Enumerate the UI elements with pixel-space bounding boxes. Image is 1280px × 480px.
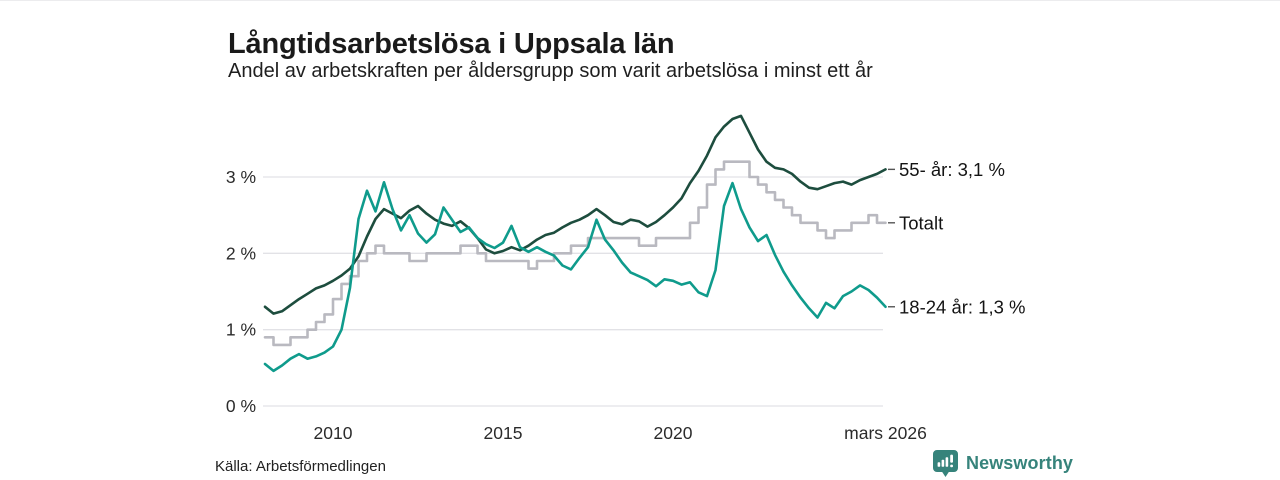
legend-label-55-r: 55- år: 3,1 %: [899, 159, 1005, 180]
page-subtitle: Andel av arbetskraften per åldersgrupp s…: [228, 60, 873, 82]
series-line-18-24-r: [263, 181, 887, 373]
y-tick-label: 2 %: [226, 243, 256, 263]
legend-label-18-24-r: 18-24 år: 1,3 %: [899, 296, 1026, 317]
y-tick-label: 3 %: [226, 167, 256, 187]
brand-name: Newsworthy: [966, 453, 1074, 473]
newsworthy-bar-chart-bubble-icon: [933, 450, 958, 477]
series-line-totalt: [263, 160, 887, 347]
x-tick-label: 2020: [654, 423, 693, 443]
y-tick-label: 0 %: [226, 396, 256, 416]
source-note: Källa: Arbetsförmedlingen: [215, 458, 386, 475]
x-tick-label: mars 2026: [844, 423, 927, 443]
x-tick-label: 2010: [314, 423, 353, 443]
y-tick-label: 1 %: [226, 320, 256, 340]
page-title: Långtidsarbetslösa i Uppsala län: [228, 28, 675, 61]
brand-logo: Newsworthy: [933, 450, 1073, 477]
x-tick-label: 2015: [484, 423, 523, 443]
series-line-55-r: [263, 114, 887, 315]
legend-label-totalt: Totalt: [899, 212, 943, 233]
